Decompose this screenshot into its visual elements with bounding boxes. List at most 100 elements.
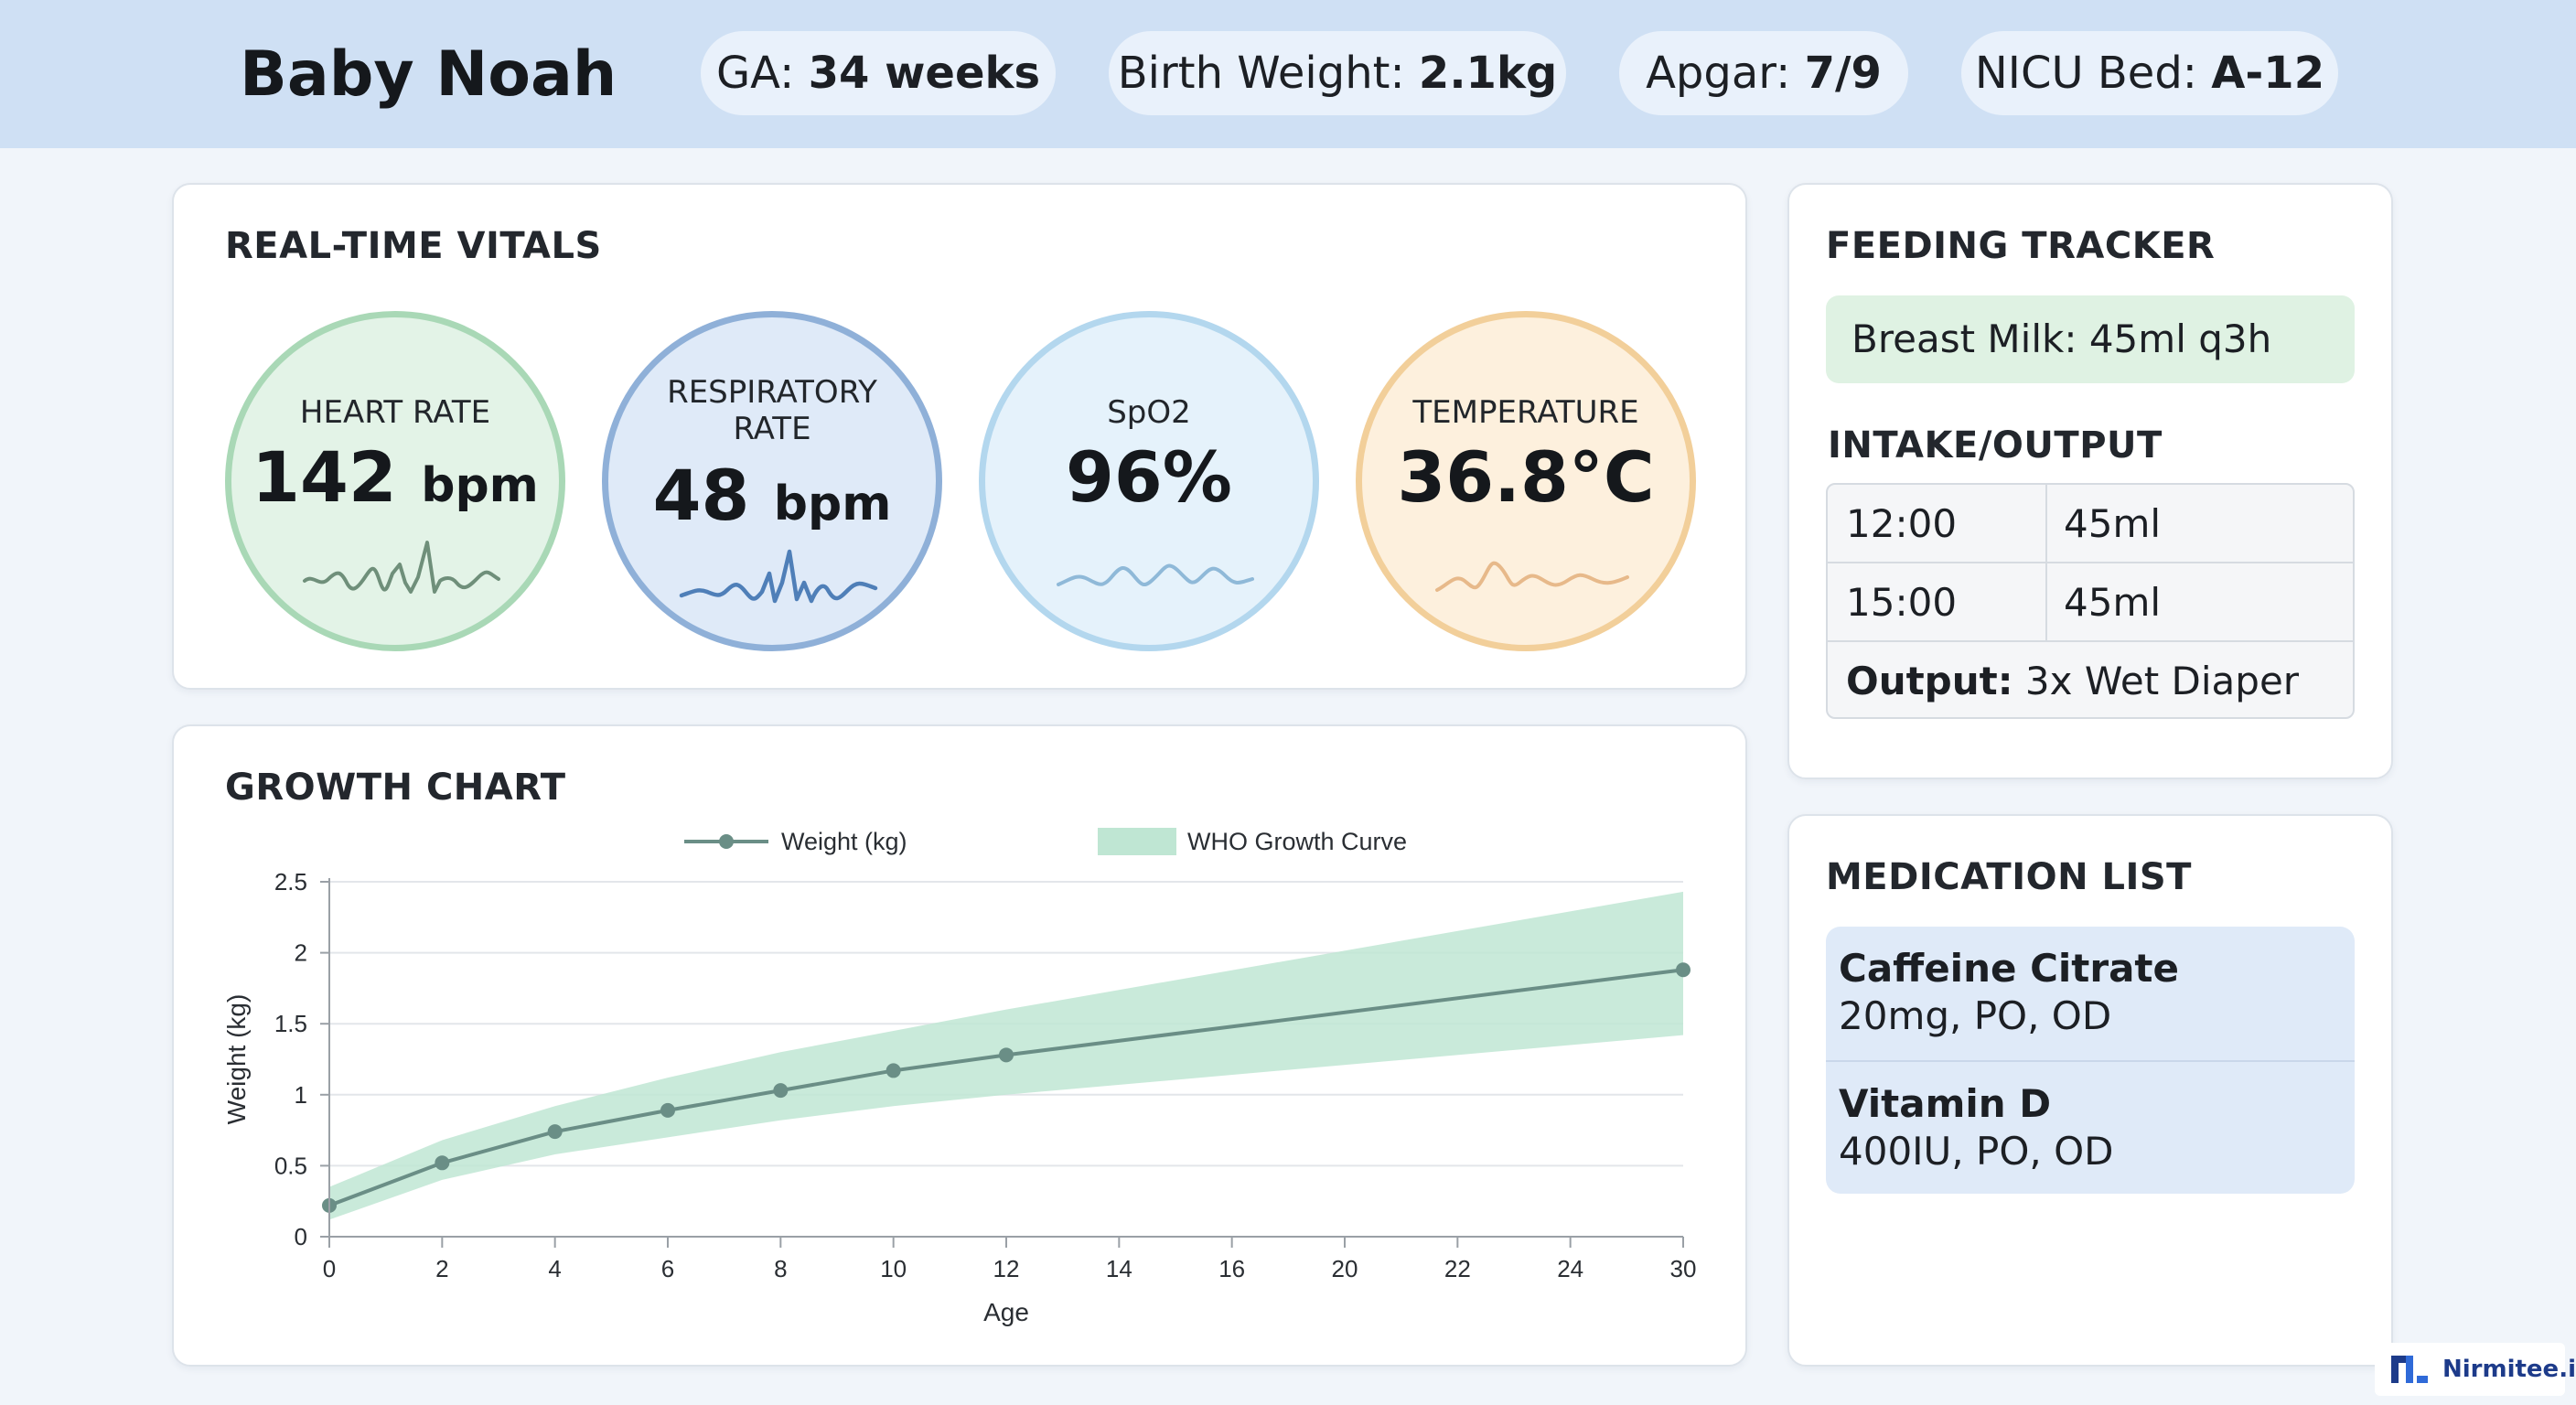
x-tick-label: 12	[993, 1255, 1020, 1282]
x-axis-label: Age	[983, 1298, 1029, 1326]
weight-data-point	[547, 1124, 563, 1140]
x-tick-label: 20	[1332, 1255, 1358, 1282]
patient-header: Baby Noah GA: 34 weeks Birth Weight: 2.1…	[0, 0, 2576, 148]
respiratory-rate-value: 48 bpm	[608, 455, 936, 536]
chart-axes: 00.511.522.50 2 4 6 8 10 12 14 16 20 22 24 30AgeWeig…	[222, 868, 1696, 1326]
divider	[1826, 1060, 2355, 1062]
nicu-bed-pill: NICU Bed: A-12	[1961, 31, 2338, 115]
x-tick-label: 8	[774, 1255, 787, 1282]
table-row: 15:00 45ml	[1828, 563, 2353, 642]
brand-text: Nirmitee.io	[2442, 1356, 2576, 1383]
output-label: Output:	[1846, 659, 2013, 703]
x-tick-label: 24	[1557, 1255, 1583, 1282]
chart-line-series	[322, 962, 1690, 1213]
temperature-waveform	[1435, 561, 1629, 592]
y-tick-label: 2	[295, 939, 307, 967]
output-value: 3x Wet Diaper	[2024, 659, 2300, 703]
respiratory-rate-number: 48	[652, 455, 750, 536]
weight-data-point	[1676, 962, 1690, 978]
x-tick-label: 16	[1218, 1255, 1245, 1282]
feeding-current-order: Breast Milk: 45ml q3h	[1826, 295, 2355, 383]
medication-name: Vitamin D	[1839, 1081, 2052, 1126]
intake-output-table: 12:00 45ml 15:00 45ml Output: 3x Wet Dia…	[1826, 483, 2355, 719]
heart-rate-gauge[interactable]: HEART RATE 142 bpm	[225, 311, 565, 651]
x-tick-label: 4	[548, 1255, 561, 1282]
growth-chart-title: GROWTH CHART	[225, 767, 566, 809]
x-tick-label: 6	[661, 1255, 674, 1282]
x-tick-label: 10	[880, 1255, 907, 1282]
birth-weight-value: 2.1kg	[1418, 48, 1558, 99]
y-tick-label: 0	[295, 1223, 307, 1250]
brand-watermark: Nirmitee.io	[2375, 1343, 2576, 1396]
heart-rate-waveform	[303, 541, 500, 594]
weight-data-point	[435, 1155, 450, 1171]
respiratory-rate-gauge[interactable]: RESPIRATORY RATE 48 bpm	[602, 311, 942, 651]
intake-output-title: INTAKE/OUTPUT	[1828, 424, 2163, 467]
medication-dose: 20mg, PO, OD	[1839, 993, 2112, 1038]
list-item[interactable]: Vitamin D 400IU, PO, OD	[1839, 1080, 2113, 1175]
x-tick-label: 14	[1106, 1255, 1132, 1282]
heart-rate-label: HEART RATE	[299, 394, 491, 431]
heart-rate-value: 142 bpm	[231, 436, 559, 518]
legend-weight-label: Weight (kg)	[781, 828, 907, 855]
y-tick-label: 2.5	[274, 868, 307, 896]
nicu-bed-label: NICU Bed:	[1974, 48, 2197, 99]
weight-data-point	[999, 1047, 1014, 1063]
medication-list-title: MEDICATION LIST	[1826, 856, 2192, 898]
spo2-label: SpO2	[1107, 394, 1191, 431]
birth-weight-pill: Birth Weight: 2.1kg	[1109, 31, 1566, 115]
intake-time: 15:00	[1846, 580, 1958, 625]
column-divider	[2045, 563, 2047, 640]
heart-rate-number: 142	[252, 436, 397, 518]
spo2-gauge[interactable]: SpO2 96%	[979, 311, 1319, 651]
temperature-gauge[interactable]: TEMPERATURE 36.8°C	[1356, 311, 1696, 651]
medication-list: Caffeine Citrate 20mg, PO, OD Vitamin D …	[1826, 927, 2355, 1194]
legend-who-label: WHO Growth Curve	[1187, 828, 1407, 855]
legend-weight-marker	[719, 834, 734, 849]
y-tick-label: 0.5	[274, 1152, 307, 1179]
y-tick-label: 1	[295, 1081, 307, 1109]
feeding-tracker-title: FEEDING TRACKER	[1826, 225, 2216, 267]
weight-series-line	[328, 968, 1684, 1207]
y-axis-label: Weight (kg)	[222, 994, 251, 1125]
respiratory-rate-waveform	[679, 549, 878, 604]
intake-amount: 45ml	[2064, 580, 2162, 625]
table-row: 12:00 45ml	[1828, 485, 2353, 563]
vitals-card: REAL-TIME VITALS HEART RATE 142 bpm RESP…	[172, 183, 1747, 690]
patient-name: Baby Noah	[240, 38, 617, 111]
weight-data-point	[773, 1083, 789, 1099]
weight-data-point	[660, 1102, 675, 1118]
weight-data-point	[886, 1063, 901, 1078]
growth-chart[interactable]: 00.511.522.50 2 4 6 8 10 12 14 16 20 22 24 30AgeWeig…	[174, 816, 1745, 1365]
chart-legend: Weight (kg) WHO Growth Curve	[684, 828, 1407, 855]
brand-logo-icon	[2391, 1356, 2428, 1383]
x-tick-label: 0	[323, 1255, 336, 1282]
ga-value: 34 weeks	[808, 48, 1041, 99]
heart-rate-unit: bpm	[421, 458, 539, 513]
ga-label: GA:	[715, 48, 795, 99]
growth-chart-card: GROWTH CHART 0 0.5 1 1.5 2 2.5 0 2 4 6 8 10 12 14 16 20…	[172, 724, 1747, 1367]
intake-amount: 45ml	[2064, 501, 2162, 546]
intake-time: 12:00	[1846, 501, 1958, 546]
apgar-pill: Apgar: 7/9	[1619, 31, 1908, 115]
nicu-bed-value: A-12	[2211, 48, 2325, 99]
medication-name: Caffeine Citrate	[1839, 946, 2179, 991]
respiratory-rate-label-line2: RATE	[733, 411, 811, 447]
column-divider	[2045, 485, 2047, 562]
ga-pill: GA: 34 weeks	[701, 31, 1056, 115]
vitals-title: REAL-TIME VITALS	[225, 225, 602, 267]
x-tick-label: 2	[435, 1255, 448, 1282]
output-row: Output: 3x Wet Diaper	[1828, 642, 2353, 717]
legend-who-swatch	[1098, 828, 1176, 855]
spo2-waveform	[1057, 563, 1254, 586]
x-tick-label: 22	[1444, 1255, 1471, 1282]
respiratory-rate-label-line1: RESPIRATORY	[667, 374, 877, 411]
respiratory-rate-unit: bpm	[773, 477, 892, 531]
list-item[interactable]: Caffeine Citrate 20mg, PO, OD	[1839, 945, 2179, 1040]
spo2-value: 96%	[1066, 436, 1232, 518]
apgar-value: 7/9	[1804, 48, 1882, 99]
medication-dose: 400IU, PO, OD	[1839, 1129, 2114, 1174]
output-text: Output: 3x Wet Diaper	[1846, 642, 2300, 717]
x-tick-label: 30	[1670, 1255, 1697, 1282]
temperature-value: 36.8°C	[1397, 436, 1655, 518]
